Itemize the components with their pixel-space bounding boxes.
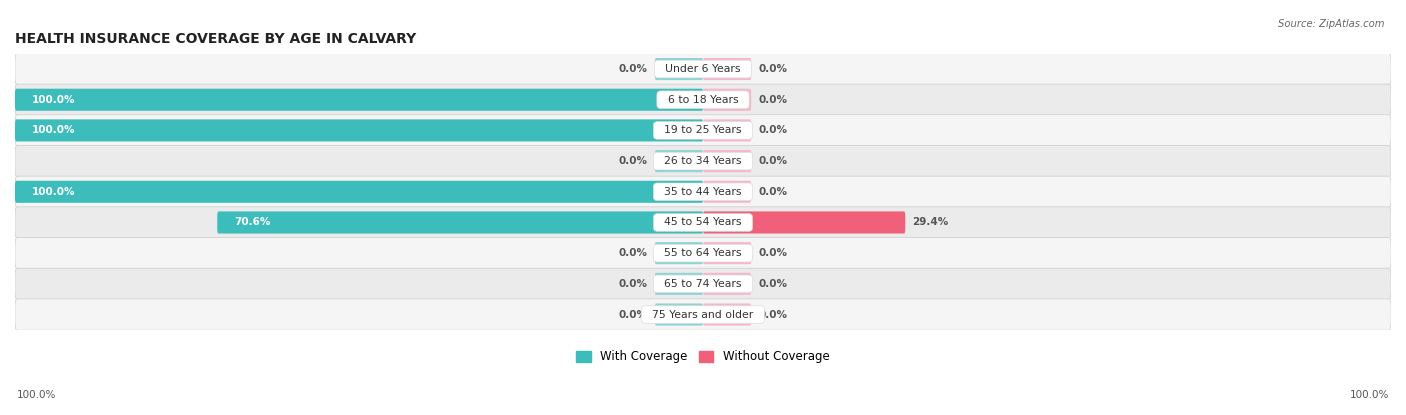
Text: 6 to 18 Years: 6 to 18 Years [661,95,745,105]
Text: 70.6%: 70.6% [235,217,271,227]
FancyBboxPatch shape [703,242,751,264]
FancyBboxPatch shape [655,303,703,326]
Text: 0.0%: 0.0% [619,248,648,258]
Text: Under 6 Years: Under 6 Years [658,64,748,74]
FancyBboxPatch shape [703,181,751,203]
FancyBboxPatch shape [218,211,703,234]
Text: 0.0%: 0.0% [758,64,787,74]
Text: 0.0%: 0.0% [619,310,648,320]
FancyBboxPatch shape [703,211,905,234]
Text: 29.4%: 29.4% [912,217,949,227]
Text: 19 to 25 Years: 19 to 25 Years [657,125,749,135]
FancyBboxPatch shape [15,120,703,142]
FancyBboxPatch shape [703,303,751,326]
FancyBboxPatch shape [655,273,703,295]
Text: HEALTH INSURANCE COVERAGE BY AGE IN CALVARY: HEALTH INSURANCE COVERAGE BY AGE IN CALV… [15,32,416,46]
Text: 100.0%: 100.0% [32,125,76,135]
FancyBboxPatch shape [655,58,703,80]
Text: 0.0%: 0.0% [758,95,787,105]
FancyBboxPatch shape [15,268,1391,300]
Text: 0.0%: 0.0% [758,310,787,320]
FancyBboxPatch shape [15,115,1391,146]
Text: 100.0%: 100.0% [17,391,56,400]
FancyBboxPatch shape [655,242,703,264]
Text: 35 to 44 Years: 35 to 44 Years [657,187,749,197]
Text: 0.0%: 0.0% [758,187,787,197]
Legend: With Coverage, Without Coverage: With Coverage, Without Coverage [572,346,834,368]
Text: 0.0%: 0.0% [619,279,648,289]
FancyBboxPatch shape [703,120,751,142]
FancyBboxPatch shape [703,150,751,172]
FancyBboxPatch shape [15,84,1391,115]
FancyBboxPatch shape [15,89,703,111]
FancyBboxPatch shape [703,273,751,295]
Text: 100.0%: 100.0% [32,187,76,197]
Text: 55 to 64 Years: 55 to 64 Years [657,248,749,258]
Text: 0.0%: 0.0% [758,156,787,166]
FancyBboxPatch shape [15,207,1391,238]
Text: 100.0%: 100.0% [1350,391,1389,400]
FancyBboxPatch shape [15,176,1391,208]
FancyBboxPatch shape [15,299,1391,330]
FancyBboxPatch shape [655,150,703,172]
Text: 0.0%: 0.0% [619,156,648,166]
Text: 0.0%: 0.0% [758,279,787,289]
Text: 100.0%: 100.0% [32,95,76,105]
Text: Source: ZipAtlas.com: Source: ZipAtlas.com [1278,19,1385,29]
FancyBboxPatch shape [703,89,751,111]
FancyBboxPatch shape [15,237,1391,269]
Text: 45 to 54 Years: 45 to 54 Years [657,217,749,227]
Text: 26 to 34 Years: 26 to 34 Years [657,156,749,166]
FancyBboxPatch shape [15,54,1391,85]
Text: 0.0%: 0.0% [758,248,787,258]
FancyBboxPatch shape [15,181,703,203]
FancyBboxPatch shape [703,58,751,80]
Text: 0.0%: 0.0% [758,125,787,135]
Text: 75 Years and older: 75 Years and older [645,310,761,320]
Text: 0.0%: 0.0% [619,64,648,74]
FancyBboxPatch shape [15,146,1391,177]
Text: 65 to 74 Years: 65 to 74 Years [657,279,749,289]
